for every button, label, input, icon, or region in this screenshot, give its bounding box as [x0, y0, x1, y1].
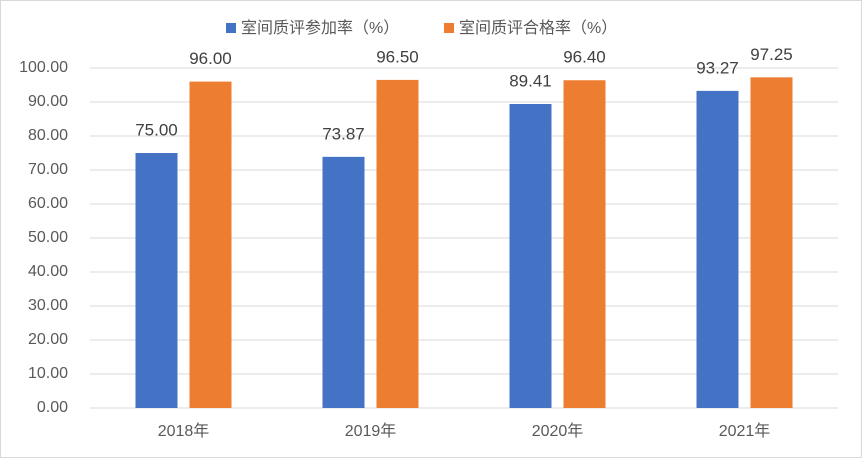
bar	[563, 80, 606, 409]
value-label: 73.87	[322, 124, 365, 143]
value-label: 96.40	[563, 48, 606, 67]
y-tick-label: 90.00	[28, 93, 68, 110]
value-label: 96.00	[189, 49, 232, 68]
x-tick-label: 2021年	[719, 422, 771, 440]
legend-label: 室间质评参加率（%）	[241, 19, 399, 37]
bar	[135, 153, 178, 408]
value-label: 93.27	[696, 58, 739, 77]
bar	[509, 104, 552, 409]
bar	[696, 90, 739, 408]
value-label: 75.00	[135, 120, 178, 139]
y-tick-label: 30.00	[28, 297, 68, 314]
bar	[750, 77, 793, 408]
legend-label: 室间质评合格率（%）	[459, 19, 617, 37]
y-tick-label: 100.00	[19, 59, 68, 76]
x-tick-label: 2019年	[345, 422, 397, 440]
x-tick-label: 2020年	[532, 422, 584, 440]
y-tick-label: 60.00	[28, 195, 68, 212]
value-label: 97.25	[750, 45, 793, 64]
y-tick-label: 70.00	[28, 161, 68, 178]
value-label: 96.50	[376, 47, 419, 66]
legend-swatch	[444, 23, 454, 33]
y-tick-label: 10.00	[28, 365, 68, 382]
legend-swatch	[226, 23, 236, 33]
x-tick-label: 2018年	[158, 422, 210, 440]
bar	[189, 81, 232, 408]
bar	[376, 79, 419, 409]
y-tick-label: 40.00	[28, 263, 68, 280]
y-tick-label: 20.00	[28, 331, 68, 348]
y-tick-label: 0.00	[37, 399, 68, 416]
value-label: 89.41	[509, 71, 552, 90]
y-tick-label: 80.00	[28, 127, 68, 144]
y-tick-label: 50.00	[28, 229, 68, 246]
bar	[322, 156, 365, 408]
